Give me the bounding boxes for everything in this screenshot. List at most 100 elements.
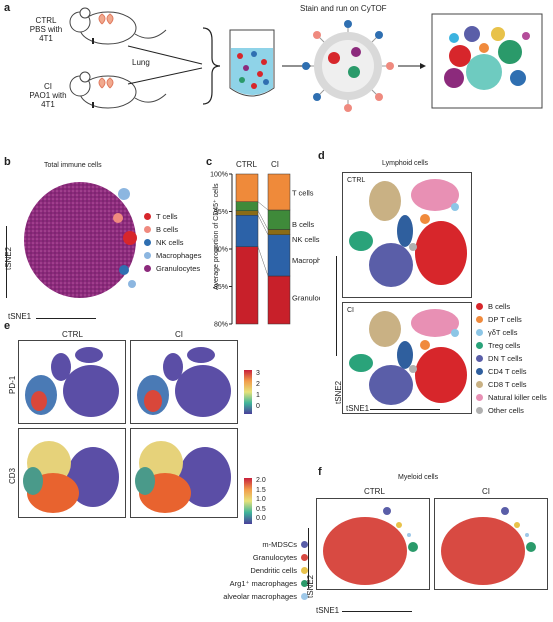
cytof-cell-icon xyxy=(302,20,394,112)
bar-segment xyxy=(267,229,291,235)
legend-swatch xyxy=(301,554,308,561)
panel-f-col-ci: CI xyxy=(482,487,490,496)
segment-label: Granulocytes xyxy=(292,293,320,302)
legend-item: Natural killer cells xyxy=(476,391,547,404)
tsne-pd1-ctrl xyxy=(18,340,126,424)
panel-e-row-pd1: PD-1 xyxy=(8,375,17,394)
panel-e-col-ci: CI xyxy=(175,330,183,339)
tsne-overview xyxy=(444,26,530,90)
legend-item: Granulocytes xyxy=(144,262,201,275)
panel-c-label: c xyxy=(206,156,213,168)
segment-label: Macrophages xyxy=(292,256,320,265)
panel-d-label: d xyxy=(318,150,325,162)
group-ctrl-sub: PBS with 4T1 xyxy=(29,25,63,43)
legend-swatch xyxy=(144,239,151,246)
panel-b-label: b xyxy=(4,156,11,168)
cd3-colorbar-ticks: 2.0 1.5 1.0 0.5 0.0 xyxy=(256,477,266,522)
tsne-lymphoid-ci: CI xyxy=(342,302,472,414)
segment-label: NK cells xyxy=(292,235,320,244)
bar-segment xyxy=(267,275,291,325)
legend-swatch xyxy=(476,394,483,401)
segment-label: T cells xyxy=(292,188,314,197)
legend-item: Granulocytes xyxy=(206,551,308,564)
legend-swatch xyxy=(301,567,308,574)
panel-f-title: Myeloid cells xyxy=(398,474,439,481)
y-tick-label: 95% xyxy=(214,209,228,216)
panel-f-xlabel: tSNE1 xyxy=(316,606,340,615)
y-tick-label: 90% xyxy=(214,247,228,254)
legend-item: B cells xyxy=(476,300,547,313)
y-tick-label: 100% xyxy=(210,172,228,179)
bar-segment xyxy=(235,201,259,211)
legend-swatch xyxy=(476,316,483,323)
panel-b-xlabel: tSNE1 xyxy=(8,312,32,321)
panel-f-col-ctrl: CTRL xyxy=(364,487,385,496)
pd1-colorbar xyxy=(244,370,252,414)
legend-swatch xyxy=(144,252,151,259)
legend-swatch xyxy=(301,593,308,600)
legend-swatch xyxy=(144,265,151,272)
tube-icon xyxy=(229,29,275,97)
panel-d-ctrl-label: CTRL xyxy=(347,177,366,184)
panel-d-title: Lymphoid cells xyxy=(382,160,429,167)
legend-swatch xyxy=(476,381,483,388)
y-tick-label: 85% xyxy=(214,284,228,291)
bar-segment xyxy=(235,210,259,216)
tsne-total-immune xyxy=(24,182,137,298)
legend-swatch xyxy=(144,226,151,233)
legend-item: Other cells xyxy=(476,404,547,417)
panel-b-title: Total immune cells xyxy=(44,162,102,169)
legend-swatch xyxy=(476,303,483,310)
tsne-myeloid-ctrl xyxy=(316,498,430,590)
panel-a-label: a xyxy=(4,2,11,14)
tsne-lymphoid-ctrl: CTRL xyxy=(342,172,472,298)
organ-label: Lung xyxy=(132,58,150,67)
cytof-step-label: Stain and run on CyTOF xyxy=(300,4,387,13)
panel-d-ylabel: tSNE2 xyxy=(334,380,343,404)
legend-item: B cells xyxy=(144,223,201,236)
legend-item: NK cells xyxy=(144,236,201,249)
segment-label: B cells xyxy=(292,220,314,229)
legend-swatch xyxy=(476,329,483,336)
legend-item: Dendritic cells xyxy=(206,564,308,577)
mouse-icon xyxy=(69,7,167,45)
legend-swatch xyxy=(301,580,308,587)
col-ci-label: CI xyxy=(271,160,279,169)
tsne-cd3-ci xyxy=(130,428,238,518)
connector-line xyxy=(257,210,269,230)
bar-segment xyxy=(267,209,291,230)
tsne-pd1-ci xyxy=(130,340,238,424)
connector-line xyxy=(257,246,269,277)
legend-item: Treg cells xyxy=(476,339,547,352)
mouse-icon xyxy=(69,71,167,109)
group-ctrl-label: CTRL xyxy=(35,16,57,25)
panel-a-schematic xyxy=(6,0,553,120)
panel-f-label: f xyxy=(318,466,322,478)
cd3-colorbar xyxy=(244,478,252,524)
bar-segment xyxy=(235,173,259,202)
legend-item: Macrophages xyxy=(144,249,201,262)
group-ci-label: CI xyxy=(44,82,52,91)
legend-item: T cells xyxy=(144,210,201,223)
legend-swatch xyxy=(476,355,483,362)
legend-item: Arg1⁺ macrophages xyxy=(206,577,308,590)
bar-segment xyxy=(235,246,259,325)
tsne-cd3-ctrl xyxy=(18,428,126,518)
panel-f-legend: m-MDSCs Granulocytes Dendritic cells Arg… xyxy=(206,538,308,603)
panel-e-row-cd3: CD3 xyxy=(8,467,17,484)
legend-swatch xyxy=(144,213,151,220)
legend-item: alveolar macrophages xyxy=(206,590,308,603)
bar-segment xyxy=(267,173,291,211)
legend-item: m-MDSCs xyxy=(206,538,308,551)
connector-line xyxy=(257,215,269,235)
legend-item: γδT cells xyxy=(476,326,547,339)
stacked-bar-chart: 100% 95% 90% 85% 80% T cells B cells NK cells Ma… xyxy=(210,172,320,329)
legend-swatch xyxy=(476,342,483,349)
legend-item: DN T cells xyxy=(476,352,547,365)
panel-d-ci-label: CI xyxy=(347,307,354,314)
col-ctrl-label: CTRL xyxy=(236,160,257,169)
panel-d-xlabel: tSNE1 xyxy=(346,404,370,413)
y-tick-label: 80% xyxy=(214,322,228,329)
group-ci-sub: PAO1 with 4T1 xyxy=(29,91,67,109)
